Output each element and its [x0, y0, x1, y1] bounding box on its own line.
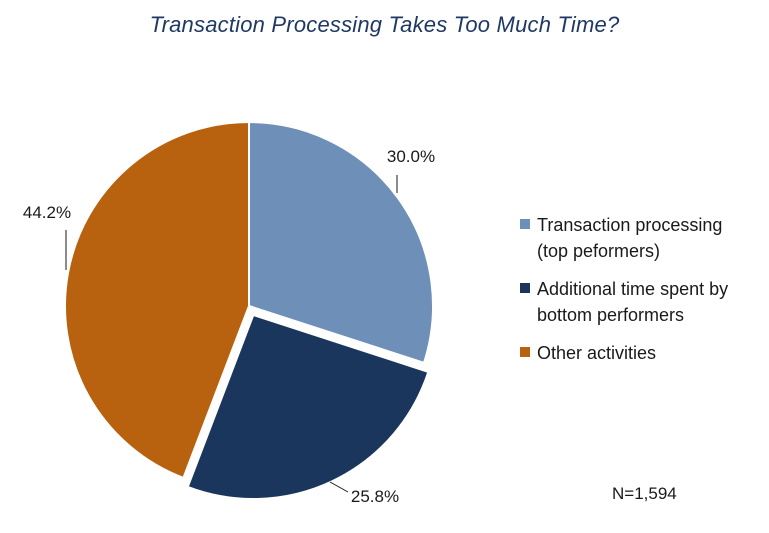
chart-title: Transaction Processing Takes Too Much Ti…	[149, 12, 620, 37]
legend-item-2: Additional time spent by bottom performer…	[520, 276, 765, 328]
leader-line-2	[329, 481, 349, 493]
data-label-1: 30.0%	[387, 147, 435, 166]
legend: Transaction processing (top peformers) Add…	[520, 212, 765, 378]
legend-label: Additional time spent by bottom performer…	[537, 279, 729, 325]
legend-swatch	[520, 219, 530, 229]
sample-size-note: N=1,594	[612, 484, 677, 503]
legend-swatch	[520, 347, 530, 357]
pie-slice-3	[63, 120, 250, 480]
legend-item-1: Transaction processing (top peformers)	[520, 212, 765, 264]
legend-label: Transaction processing (top peformers)	[537, 215, 723, 261]
data-label-3: 44.2%	[23, 203, 71, 222]
legend-swatch	[520, 283, 530, 293]
pie-slice-1	[248, 120, 434, 365]
pie-slice-2	[186, 313, 430, 501]
data-label-2: 25.8%	[351, 487, 399, 506]
legend-label: Other activities	[537, 343, 657, 363]
legend-item-3: Other activities	[520, 340, 765, 366]
